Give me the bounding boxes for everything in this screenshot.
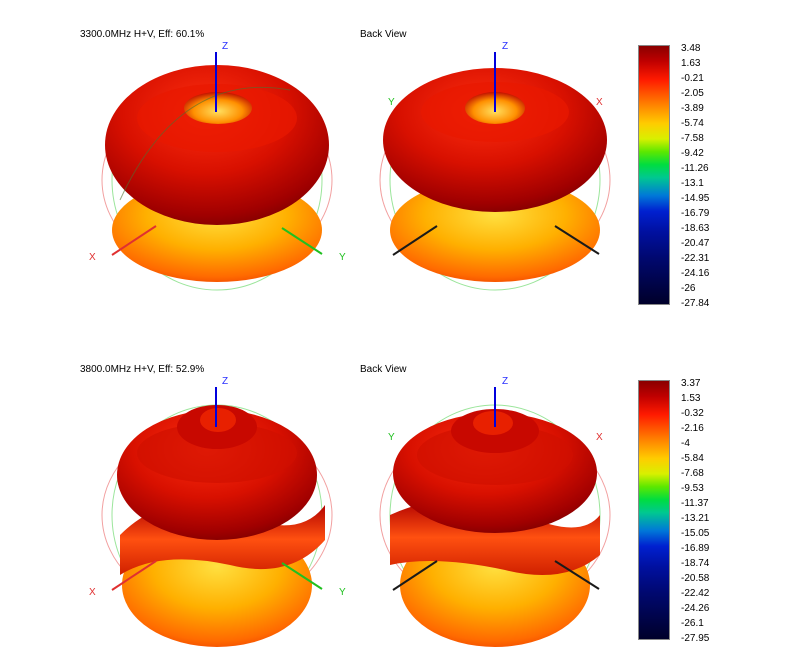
- y-axis: [281, 227, 323, 255]
- y-axis-label: Y: [388, 97, 395, 108]
- scale-tick: -9.42: [681, 148, 704, 159]
- scale-tick: 3.37: [681, 378, 701, 389]
- y-axis: [554, 560, 600, 590]
- scale-tick: 1.53: [681, 393, 701, 404]
- scale-tick: -16.79: [681, 208, 710, 219]
- scale-tick: -2.16: [681, 423, 704, 434]
- scale-tick: -26: [681, 283, 696, 294]
- scale-tick: -24.26: [681, 603, 710, 614]
- scale-tick: -26.1: [681, 618, 704, 629]
- color-scale-bar: [638, 45, 670, 305]
- scale-tick: -13.21: [681, 513, 710, 524]
- top-dimple: [184, 92, 252, 124]
- scale-tick: -0.21: [681, 73, 704, 84]
- x-axis-label: X: [89, 587, 96, 598]
- y-axis: [281, 562, 323, 590]
- scale-tick: -0.32: [681, 408, 704, 419]
- front-view-title: 3800.0MHz H+V, Eff: 52.9%: [80, 364, 205, 375]
- x-axis: [111, 560, 157, 591]
- scale-tick: -20.58: [681, 573, 710, 584]
- scale-tick: -11.26: [681, 163, 709, 174]
- x-axis-label: X: [596, 97, 603, 108]
- z-axis-label: Z: [502, 376, 509, 387]
- z-axis-label: Z: [222, 376, 229, 387]
- x-axis-label: X: [89, 252, 96, 263]
- back-view-title: Back View: [360, 364, 407, 375]
- z-axis-label: Z: [222, 41, 229, 52]
- scale-tick: -27.95: [681, 633, 710, 644]
- back-view-plot: [379, 52, 611, 291]
- x-axis: [392, 560, 438, 591]
- scale-tick: 3.48: [681, 43, 701, 54]
- scale-tick: -5.74: [681, 118, 704, 129]
- scale-tick: -22.42: [681, 588, 710, 599]
- scale-tick: -11.37: [681, 498, 709, 509]
- z-axis-label: Z: [502, 41, 509, 52]
- meridian-line: [119, 86, 291, 201]
- color-scale-bar: [638, 380, 670, 640]
- scale-tick: -20.47: [681, 238, 710, 249]
- scale-tick: 1.63: [681, 58, 701, 69]
- x-axis-label: X: [596, 432, 603, 443]
- top-cap: [473, 411, 513, 435]
- lower-lobe: [390, 178, 600, 282]
- scale-tick: -14.95: [681, 193, 710, 204]
- scale-tick: -15.05: [681, 528, 710, 539]
- scale-tick: -7.58: [681, 133, 704, 144]
- scale-tick: -16.89: [681, 543, 710, 554]
- scale-tick: -18.74: [681, 558, 710, 569]
- back-view-plot: [379, 387, 611, 647]
- front-view-plot: [101, 387, 333, 647]
- scale-tick: -18.63: [681, 223, 710, 234]
- scale-tick: -22.31: [681, 253, 710, 264]
- x-axis: [392, 225, 438, 256]
- upper-ring: [137, 423, 297, 483]
- y-axis-label: Y: [339, 587, 346, 598]
- scale-tick: -7.68: [681, 468, 704, 479]
- y-axis-label: Y: [339, 252, 346, 263]
- scale-tick: -5.84: [681, 453, 704, 464]
- pattern-panel-3300: 3300.0MHz H+V, Eff: 60.1% Back View Z X …: [0, 0, 790, 330]
- back-view-title: Back View: [360, 29, 407, 40]
- scale-tick: -4: [681, 438, 690, 449]
- scale-tick: -9.53: [681, 483, 704, 494]
- y-axis: [554, 225, 600, 255]
- scale-tick: -27.84: [681, 298, 710, 309]
- top-cap: [200, 408, 236, 432]
- y-axis-label: Y: [388, 432, 395, 443]
- front-view-title: 3300.0MHz H+V, Eff: 60.1%: [80, 29, 205, 40]
- scale-tick: -13.1: [681, 178, 704, 189]
- scale-tick: -3.89: [681, 103, 704, 114]
- x-axis: [111, 225, 157, 256]
- scale-tick: -24.16: [681, 268, 710, 279]
- scale-tick: -2.05: [681, 88, 704, 99]
- front-view-plot: [101, 52, 333, 291]
- pattern-panel-3800: 3800.0MHz H+V, Eff: 52.9% Back View Z X …: [0, 335, 790, 665]
